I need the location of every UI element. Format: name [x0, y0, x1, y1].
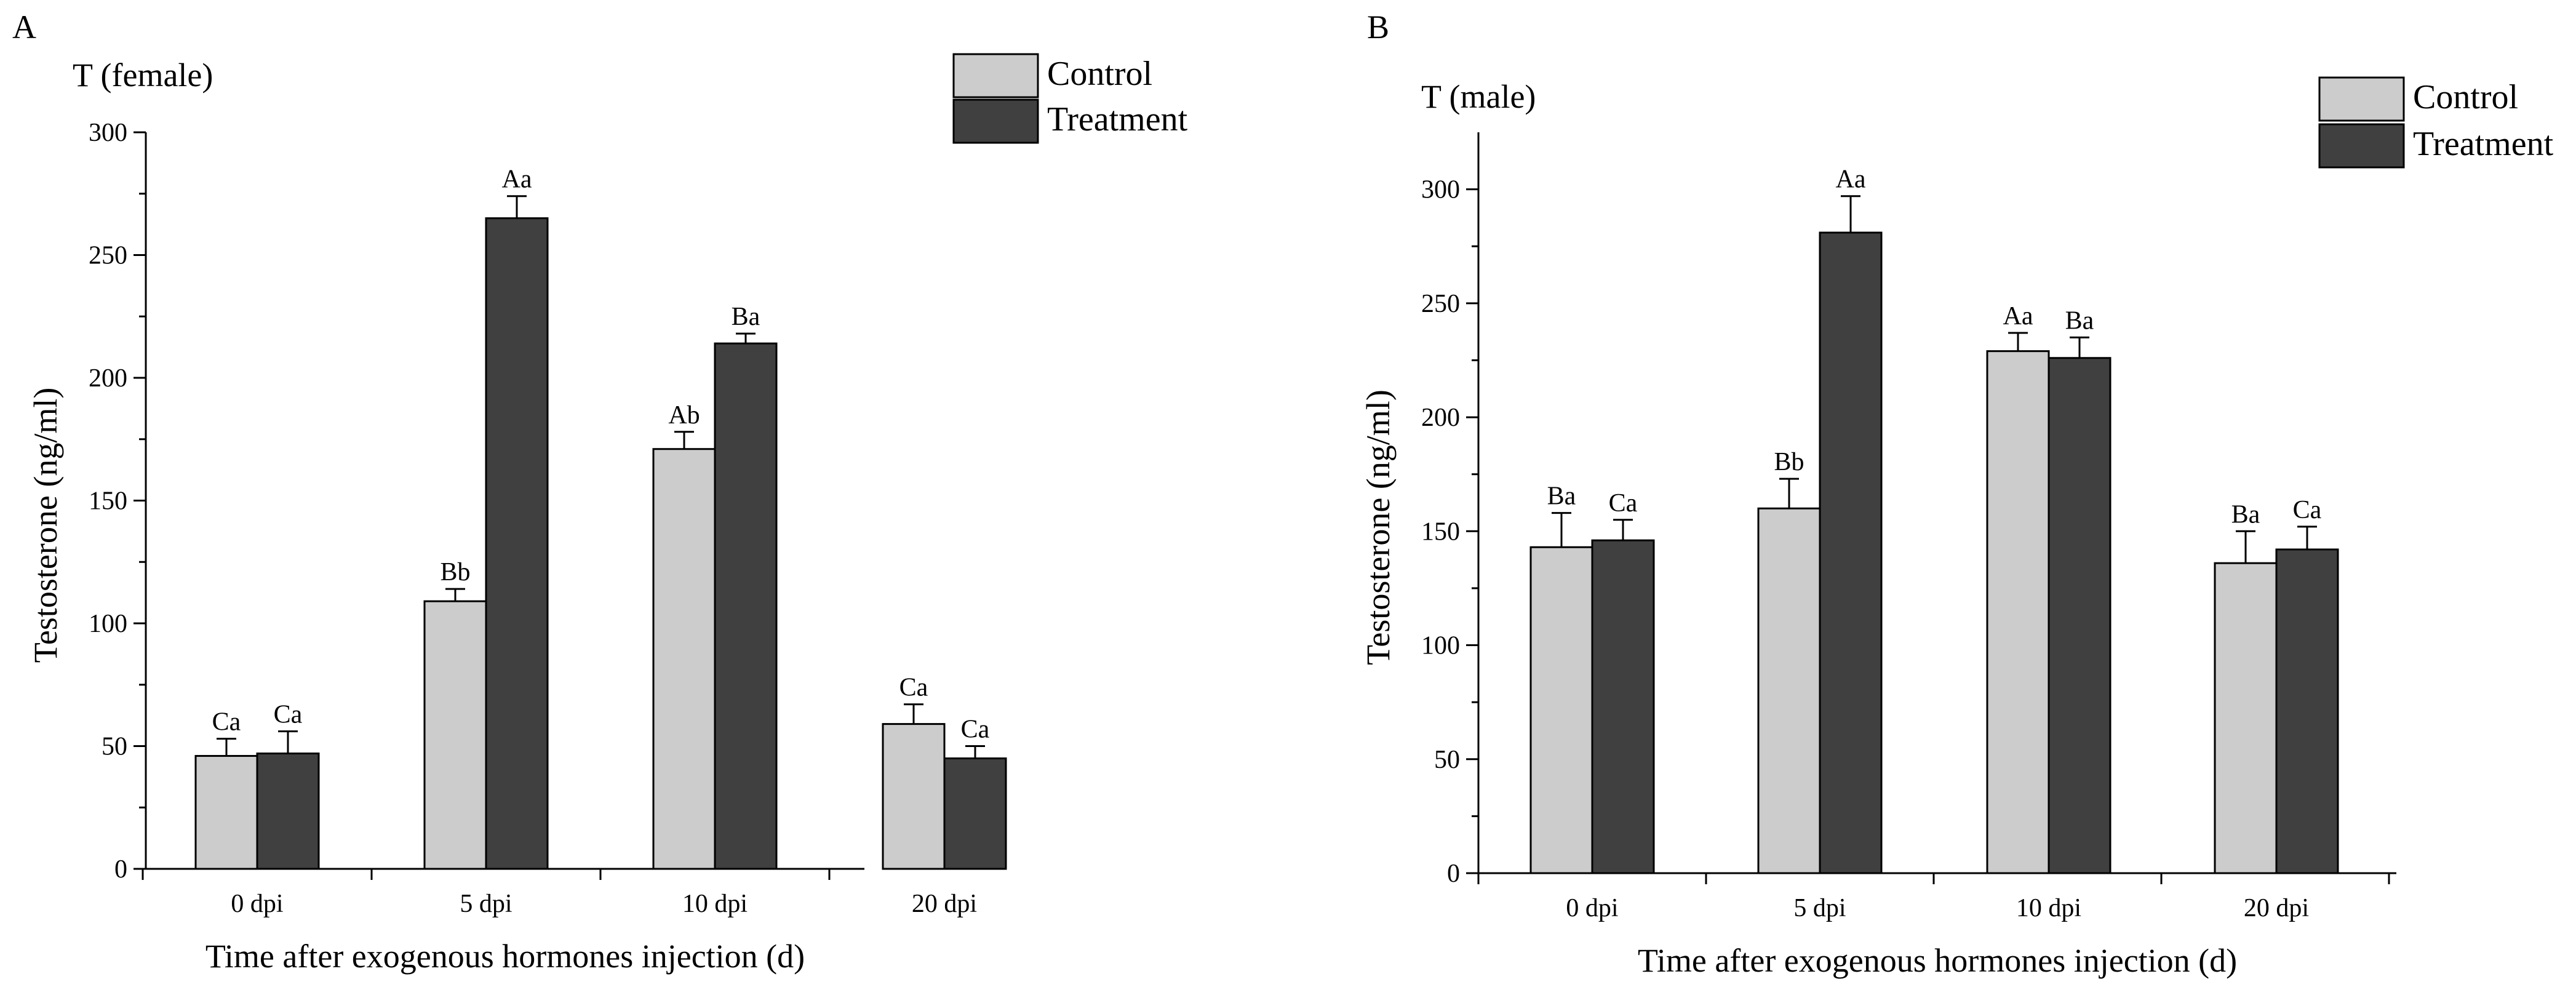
- panel-a-sig-label-control-1: Bb: [440, 558, 470, 586]
- panel-a-bar-control-1: [423, 600, 487, 870]
- panel-b-legend-swatch-control: [2318, 76, 2405, 122]
- panel-b-bar-control-1: [1757, 507, 1821, 874]
- panel-b-sig-label-treatment-0: Ca: [1609, 489, 1638, 517]
- panel-b-sig-label-treatment-3: Ca: [2293, 496, 2322, 524]
- panel-b-ytick-label: 200: [1421, 404, 1460, 432]
- panel-b-letter: B: [1367, 9, 1389, 46]
- panel-b-category-label-3: 20 dpi: [2244, 894, 2309, 922]
- panel-b-ylabel: Testosterone (ng/ml): [1360, 390, 1397, 665]
- panel-b-bar-treatment-2: [2048, 357, 2111, 874]
- panel-b-sig-label-treatment-2: Ba: [2065, 306, 2094, 335]
- panel-b-legend-label-treatment: Treatment: [2413, 125, 2554, 163]
- panel-a-letter: A: [12, 9, 36, 46]
- panel-a-category-label-2: 10 dpi: [682, 890, 748, 918]
- panel-b-sig-label-treatment-1: Aa: [1836, 166, 1866, 194]
- panel-a-bar-treatment-0: [256, 752, 320, 870]
- panel-b-ytick-label: 150: [1421, 517, 1460, 546]
- panel-a-bar-control-0: [194, 754, 258, 870]
- panel-b-ytick-label: 50: [1434, 746, 1460, 774]
- panel-b-ytick-label: 300: [1421, 176, 1460, 204]
- panel-b-ytick-label: 0: [1447, 860, 1460, 888]
- panel-b-sig-label-control-3: Ba: [2231, 500, 2260, 529]
- panel-b-sig-label-control-2: Aa: [2003, 302, 2033, 330]
- panel-b-ytick-label: 250: [1421, 290, 1460, 318]
- panel-a-sig-label-treatment-0: Ca: [274, 701, 303, 729]
- panel-b-bar-treatment-3: [2275, 548, 2339, 874]
- panel-a-legend-swatch-treatment: [952, 98, 1039, 144]
- panel-a-bar-treatment-1: [485, 217, 549, 870]
- panel-a-ytick-label: 50: [102, 733, 127, 761]
- panel-a-ytick-label: 100: [89, 610, 127, 638]
- panel-a-sig-label-treatment-3: Ca: [961, 716, 990, 744]
- panel-a-category-label-3: 20 dpi: [912, 890, 977, 918]
- panel-a-ytick-label: 0: [114, 855, 127, 884]
- panel-b-bar-control-0: [1529, 546, 1593, 874]
- panel-b-category-label-0: 0 dpi: [1566, 894, 1618, 922]
- panel-a-legend-label-treatment: Treatment: [1047, 100, 1188, 138]
- panel-a-xlabel: Time after exogenous hormones injection …: [205, 938, 805, 975]
- panel-a-bar-treatment-3: [943, 757, 1007, 870]
- panel-b-sig-label-control-1: Bb: [1774, 448, 1804, 476]
- panel-b-category-label-1: 5 dpi: [1793, 894, 1846, 922]
- panel-b-bar-control-3: [2214, 562, 2278, 874]
- panel-a-ytick-label: 150: [89, 487, 127, 516]
- panel-a-sig-label-treatment-1: Aa: [502, 166, 532, 194]
- panel-b-legend-label-control: Control: [2413, 78, 2518, 116]
- panel-a-legend-label-control: Control: [1047, 55, 1152, 93]
- panel-a-ytick-label: 250: [89, 242, 127, 270]
- panel-a-legend-swatch-control: [952, 53, 1039, 98]
- panel-a-sig-label-control-2: Ab: [668, 401, 700, 430]
- panel-b-sig-label-control-0: Ba: [1547, 482, 1576, 511]
- panel-b-category-label-2: 10 dpi: [2016, 894, 2081, 922]
- panel-a-category-label-1: 5 dpi: [460, 890, 512, 918]
- panel-b-xlabel: Time after exogenous hormones injection …: [1638, 942, 2237, 979]
- panel-a-bar-control-3: [882, 723, 946, 870]
- panel-a-title: T (female): [73, 57, 213, 94]
- panel-a-sig-label-treatment-2: Ba: [732, 303, 760, 331]
- panel-b-bar-treatment-0: [1591, 539, 1655, 874]
- panel-a-bar-control-2: [652, 448, 716, 870]
- panel-a-ytick-label: 200: [89, 364, 127, 393]
- panel-b-bar-treatment-1: [1819, 231, 1883, 874]
- panel-a-category-label-0: 0 dpi: [231, 890, 283, 918]
- panel-a-sig-label-control-3: Ca: [899, 674, 928, 702]
- panel-b-bar-control-2: [1986, 350, 2050, 874]
- panel-a-ytick-label: 300: [89, 119, 127, 147]
- panel-a-bar-treatment-2: [714, 342, 778, 870]
- panel-a-ylabel: Testosterone (ng/ml): [27, 388, 64, 663]
- panel-b-title: T (male): [1421, 78, 1536, 115]
- panel-b-legend-swatch-treatment: [2318, 123, 2405, 169]
- panel-a-sig-label-control-0: Ca: [212, 708, 241, 737]
- panel-b-ytick-label: 100: [1421, 632, 1460, 660]
